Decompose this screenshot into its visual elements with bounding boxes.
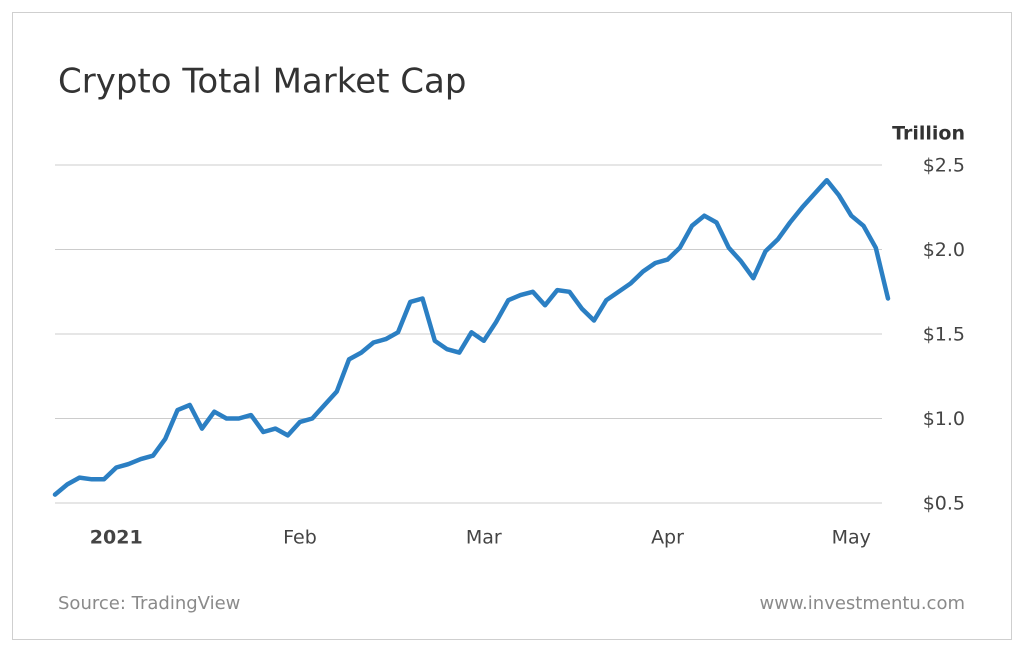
chart-title: Crypto Total Market Cap bbox=[58, 62, 466, 102]
y-tick-label: $0.5 bbox=[923, 493, 965, 515]
website: www.investmentu.com bbox=[760, 593, 965, 614]
y-axis-label: Trillion bbox=[892, 123, 965, 145]
y-tick-label: $2.0 bbox=[923, 239, 965, 261]
x-tick-label: Mar bbox=[466, 527, 502, 549]
x-tick-label: Feb bbox=[283, 527, 317, 549]
y-tick-label: $2.5 bbox=[923, 155, 965, 177]
x-tick-label: May bbox=[832, 527, 871, 549]
x-tick-label: Apr bbox=[651, 527, 684, 549]
y-tick-label: $1.5 bbox=[923, 324, 965, 346]
x-tick-label: 2021 bbox=[90, 527, 143, 549]
source: Source: TradingView bbox=[58, 593, 240, 614]
data-line bbox=[52, 177, 891, 497]
card bbox=[12, 12, 1012, 640]
y-tick-label: $1.0 bbox=[923, 408, 965, 430]
